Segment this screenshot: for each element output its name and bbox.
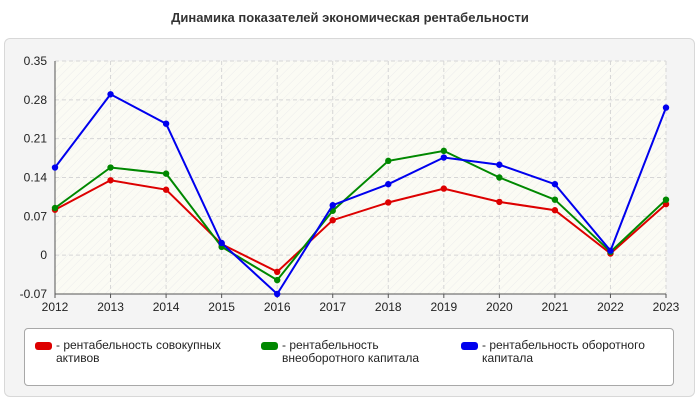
x-tick-label: 2016 xyxy=(264,300,291,314)
series-line-1 xyxy=(54,149,667,282)
x-tick-label: 2013 xyxy=(97,300,124,314)
legend-swatch-working-capital xyxy=(461,342,478,350)
series-line-0 xyxy=(54,179,667,274)
x-tick-label: 2020 xyxy=(486,300,513,314)
x-tick-label: 2022 xyxy=(597,300,624,314)
x-tick-label: 2015 xyxy=(208,300,235,314)
legend-swatch-fixed-capital xyxy=(261,342,278,350)
series-layer xyxy=(51,91,670,298)
axes xyxy=(54,61,667,298)
data-point xyxy=(496,198,503,206)
legend-swatch-assets xyxy=(35,342,52,350)
data-point xyxy=(496,161,503,168)
data-point xyxy=(273,276,281,284)
x-tick-label: 2019 xyxy=(430,300,457,314)
legend-item-fixed-capital[interactable]: - рентабельность внеоборотного капитала xyxy=(261,339,457,365)
data-point xyxy=(385,199,392,206)
data-point xyxy=(273,290,281,298)
y-tick-label: 0.07 xyxy=(24,209,48,223)
y-tick-label: 0.14 xyxy=(24,171,48,185)
data-point xyxy=(329,202,336,209)
data-point xyxy=(162,186,170,193)
data-point xyxy=(51,164,59,171)
data-point xyxy=(440,147,448,155)
x-tick-label: 2023 xyxy=(653,300,680,314)
legend-label-working-capital: - рентабельность оборотного капитала xyxy=(482,338,645,365)
data-point xyxy=(662,104,670,111)
legend-label-assets: - рентабельность совокупных активов xyxy=(56,338,221,365)
data-point xyxy=(440,154,448,161)
data-point xyxy=(218,239,225,247)
data-point xyxy=(107,164,114,171)
data-point xyxy=(385,157,392,165)
y-tick-label: 0.28 xyxy=(24,93,48,107)
data-point xyxy=(496,174,503,181)
data-point xyxy=(551,207,559,214)
x-tick-label: 2012 xyxy=(42,300,69,314)
data-point xyxy=(107,91,114,98)
data-point xyxy=(551,196,559,203)
data-point xyxy=(551,180,559,188)
data-point xyxy=(162,120,170,127)
chart-title: Динамика показателей экономическая рента… xyxy=(171,10,529,25)
y-tick-label: 0 xyxy=(40,248,47,262)
y-tick-label: -0.07 xyxy=(20,287,48,301)
legend: - рентабельность совокупных активов - ре… xyxy=(24,328,674,386)
data-point xyxy=(607,247,614,254)
data-point xyxy=(662,196,670,203)
x-tick-label: 2018 xyxy=(375,300,402,314)
data-point xyxy=(385,180,392,188)
data-point xyxy=(51,204,59,212)
data-point xyxy=(107,177,114,184)
legend-item-assets[interactable]: - рентабельность совокупных активов xyxy=(35,339,231,365)
x-tick-label: 2017 xyxy=(319,300,346,314)
series-line-2 xyxy=(54,93,667,296)
x-tick-label: 2021 xyxy=(542,300,569,314)
data-point xyxy=(162,170,170,177)
legend-item-working-capital[interactable]: - рентабельность оборотного капитала xyxy=(461,339,657,365)
data-point xyxy=(440,185,448,192)
legend-label-fixed-capital: - рентабельность внеоборотного капитала xyxy=(282,338,419,365)
y-tick-label: 0.21 xyxy=(24,132,48,146)
data-point xyxy=(273,268,281,276)
data-point xyxy=(329,217,336,224)
x-tick-label: 2014 xyxy=(153,300,180,314)
y-tick-label: 0.35 xyxy=(24,54,48,68)
